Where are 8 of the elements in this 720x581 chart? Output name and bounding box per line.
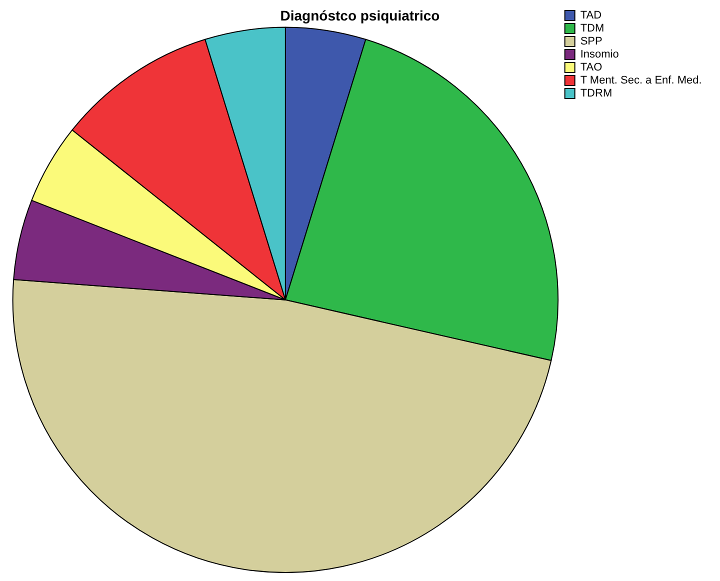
legend-label: TDRM [580, 88, 612, 100]
legend-label: Insomio [580, 48, 619, 61]
legend-label: TAD [580, 10, 602, 22]
legend-label: TDM [580, 22, 604, 35]
legend-label: T Ment. Sec. a Enf. Med. [580, 74, 702, 87]
legend-label: TAO [580, 62, 603, 74]
chart-title: Diagnóstco psiquiatrico [280, 7, 440, 24]
legend-label: SPP [580, 36, 602, 48]
